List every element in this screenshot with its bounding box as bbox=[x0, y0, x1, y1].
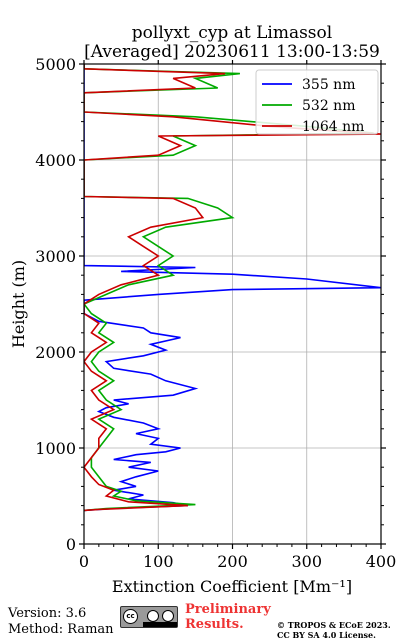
copyright-line-2: CC BY SA 4.0 License. bbox=[277, 630, 376, 640]
y-tick-label: 5000 bbox=[35, 55, 76, 74]
y-tick-label: 2000 bbox=[35, 343, 76, 362]
legend-label: 532 nm bbox=[302, 98, 355, 114]
preliminary-line-1: Preliminary bbox=[185, 602, 271, 617]
x-axis-label: Extinction Coefficient [Mm⁻¹] bbox=[112, 577, 352, 596]
preliminary-line-2: Results. bbox=[185, 617, 244, 632]
extinction-profile-chart: pollyxt_cyp at Limassol [Averaged] 20230… bbox=[9, 23, 397, 596]
version-label: Version: 3.6 bbox=[8, 606, 87, 621]
y-tick-label: 1000 bbox=[35, 439, 76, 458]
chart-title: pollyxt_cyp at Limassol bbox=[132, 23, 332, 43]
x-tick-label: 100 bbox=[143, 552, 174, 571]
y-axis-label: Height (m) bbox=[9, 260, 28, 348]
legend-label: 1064 nm bbox=[302, 119, 364, 135]
y-tick-label: 4000 bbox=[35, 151, 76, 170]
chart-subtitle: [Averaged] 20230611 13:00-13:59 bbox=[84, 42, 380, 62]
copyright-line-1: © TROPOS & ECoE 2023. bbox=[277, 620, 391, 630]
x-tick-label: 400 bbox=[366, 552, 397, 571]
method-label: Method: Raman bbox=[8, 622, 114, 637]
cc-license-logo: cc bbox=[120, 606, 178, 628]
x-tick-label: 300 bbox=[291, 552, 322, 571]
x-tick-label: 0 bbox=[79, 552, 89, 571]
y-tick-label: 3000 bbox=[35, 247, 76, 266]
legend-box bbox=[255, 69, 379, 135]
copyright-note: © TROPOS & ECoE 2023. CC BY SA 4.0 Licen… bbox=[277, 620, 391, 640]
legend: 355 nm 532 nm 1064 nm bbox=[255, 69, 379, 135]
footer-left: Version: 3.6 Method: Raman bbox=[8, 606, 114, 638]
preliminary-results-note: Preliminary Results. bbox=[185, 602, 271, 632]
series-line-355-nm bbox=[84, 64, 381, 512]
y-tick-label: 0 bbox=[66, 535, 76, 554]
legend-label: 355 nm bbox=[302, 77, 355, 93]
x-tick-label: 200 bbox=[217, 552, 248, 571]
